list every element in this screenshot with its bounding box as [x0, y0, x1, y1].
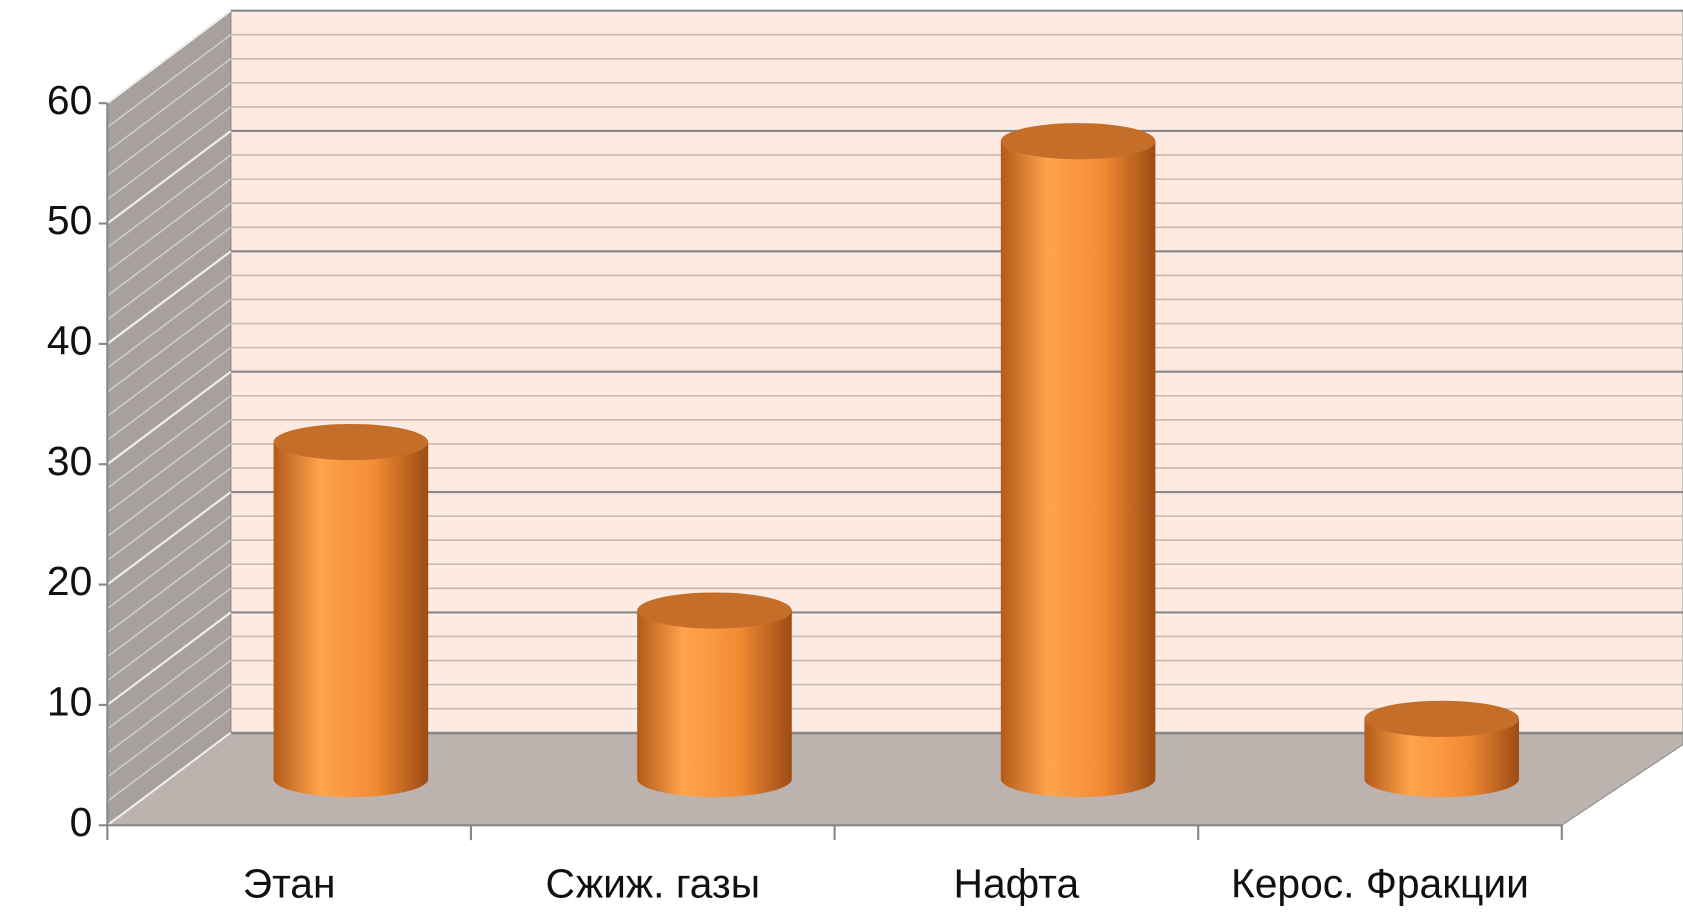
- side-grid-line: [106, 467, 232, 562]
- side-grid-line: [106, 683, 232, 778]
- side-grid-line: [106, 563, 232, 658]
- bar-top: [273, 423, 429, 461]
- side-grid-line: [106, 419, 232, 513]
- grid-line: [106, 611, 232, 706]
- side-grid-line: [106, 443, 232, 538]
- bar: [1364, 718, 1519, 798]
- side-grid-line: [106, 274, 232, 369]
- side-grid-line: [106, 34, 232, 128]
- x-tick-label: Сжиж. газы: [545, 861, 760, 907]
- side-grid-line: [106, 178, 232, 273]
- side-grid-line: [106, 226, 232, 321]
- y-tick-label: 40: [47, 318, 92, 364]
- y-tick-label: 0: [70, 799, 93, 845]
- side-grid-line: [106, 708, 232, 802]
- side-grid-line: [106, 202, 232, 297]
- side-grid-line: [106, 635, 232, 730]
- side-grid-line: [106, 515, 232, 610]
- side-grid-line: [106, 395, 232, 489]
- side-grid-line: [106, 587, 232, 682]
- bar-top: [1364, 700, 1519, 737]
- side-grid-line: [106, 322, 232, 417]
- bar-top: [1000, 123, 1156, 160]
- side-grid-line: [106, 539, 232, 634]
- grid-line: [106, 370, 232, 466]
- grid-line: [106, 130, 232, 225]
- grid-line: [106, 9, 232, 105]
- grid-line: [106, 250, 232, 345]
- x-tick-label: Нафта: [954, 861, 1080, 907]
- side-grid-line: [106, 346, 232, 441]
- side-grid-line: [106, 154, 232, 249]
- bar: [1000, 141, 1156, 798]
- bar-top: [637, 592, 792, 629]
- y-tick-label: 50: [47, 197, 92, 243]
- side-grid-line: [106, 58, 232, 152]
- bar: [637, 610, 792, 798]
- y-tick-label: 20: [47, 558, 92, 604]
- y-tick-label: 60: [47, 77, 92, 123]
- side-grid-line: [106, 106, 232, 201]
- x-tick-label: Этан: [243, 861, 336, 907]
- grid-line: [106, 731, 232, 827]
- grid-line: [106, 491, 232, 586]
- side-grid-line: [106, 82, 232, 177]
- y-tick-label: 10: [47, 679, 92, 725]
- bar: [273, 442, 429, 798]
- side-grid-line: [106, 298, 232, 393]
- side-grid-line: [106, 659, 232, 754]
- y-tick-label: 30: [47, 438, 92, 484]
- x-tick-label: Керос. Фракции: [1231, 861, 1529, 907]
- plot-area: 0 10 20 30 40 50 60 Этан Сжиж. газы Нафта Керос. Ф…: [47, 9, 1683, 907]
